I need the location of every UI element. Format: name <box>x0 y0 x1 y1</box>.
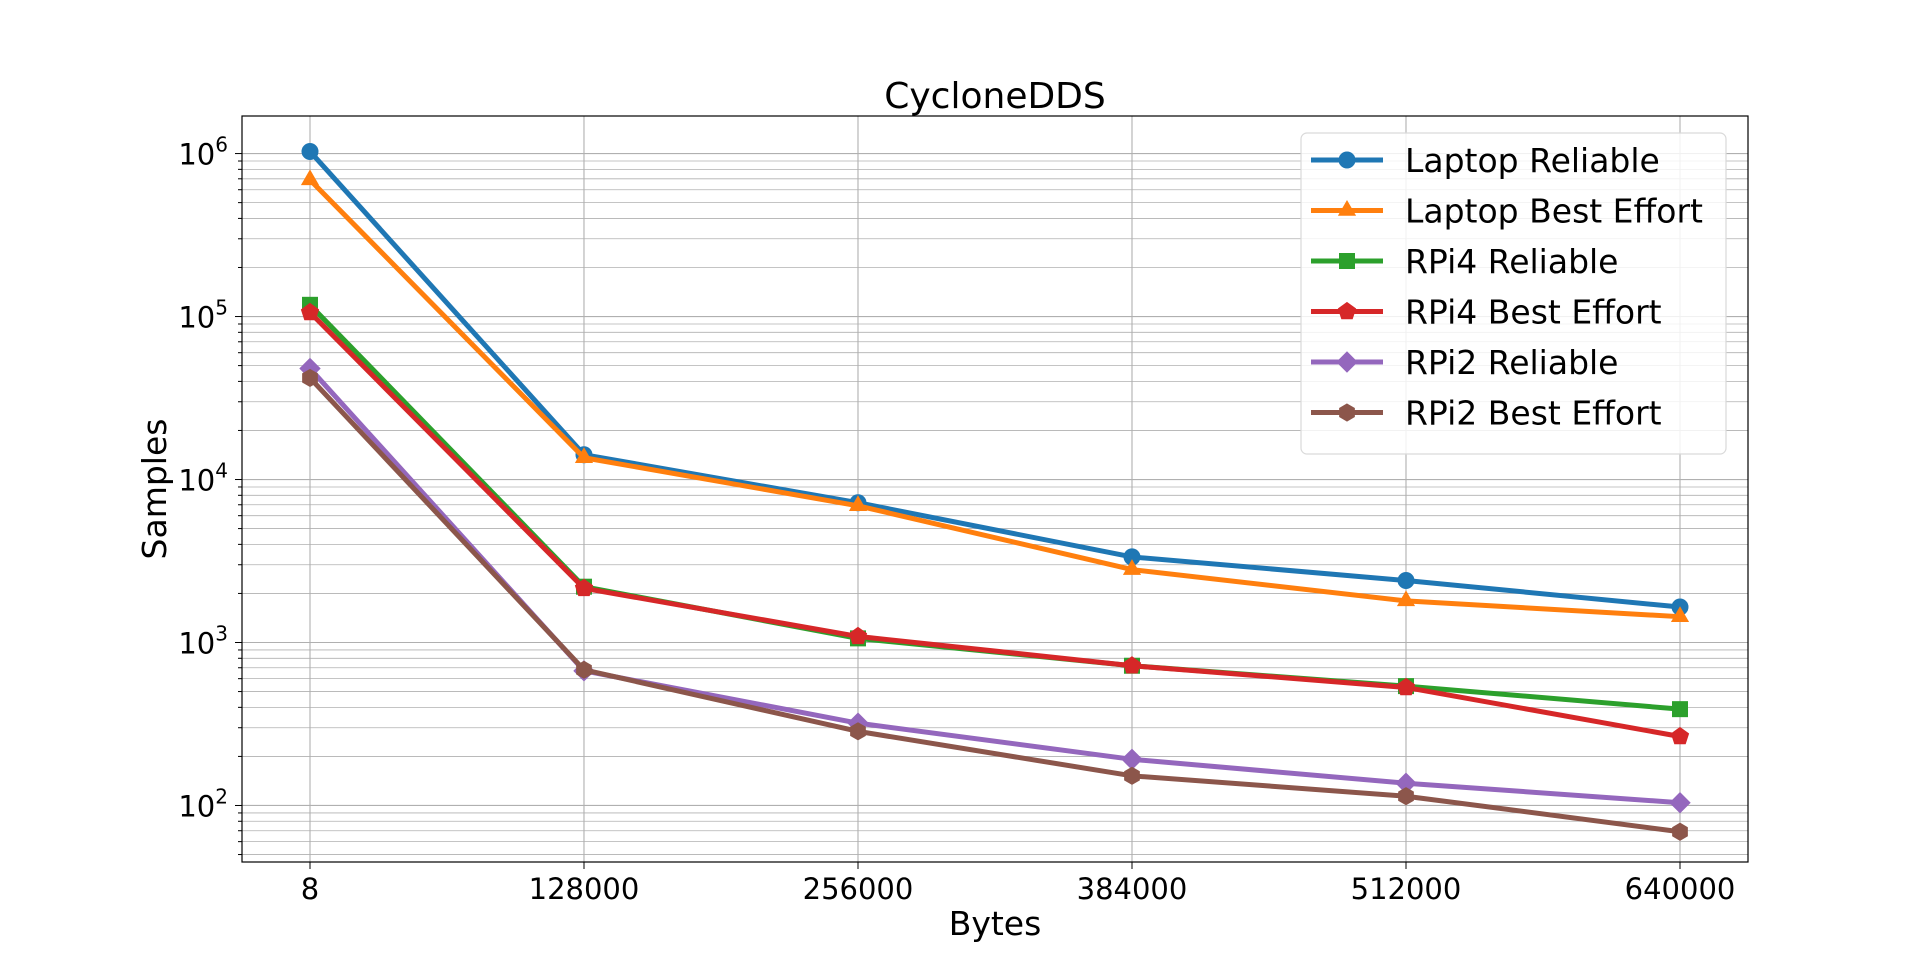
plot-frame <box>241 115 1749 863</box>
data-point <box>848 626 868 645</box>
legend-label: Laptop Best Effort <box>1405 192 1703 231</box>
legend-label: RPi2 Best Effort <box>1405 394 1662 433</box>
y-tick-label: 103 <box>178 622 228 661</box>
legend-marker <box>1339 403 1355 422</box>
data-point <box>1122 656 1142 674</box>
data-point <box>1122 559 1142 575</box>
legend: Laptop Reliable Laptop Best Effort RPi4 Re… <box>1300 132 1727 455</box>
legend-label: RPi2 Reliable <box>1405 343 1619 382</box>
legend-entry: RPi2 Reliable <box>1311 343 1619 382</box>
data-point <box>1396 677 1416 696</box>
legend-entry: RPi4 Best Effort <box>1311 293 1662 332</box>
y-tick-label: 104 <box>178 459 228 498</box>
y-tick-label: 106 <box>178 133 228 172</box>
data-point <box>1670 606 1690 622</box>
y-axis-title: Samples <box>135 419 174 560</box>
data-point <box>1669 791 1691 814</box>
x-tick-label: 640000 <box>1625 872 1736 906</box>
data-point <box>848 495 868 512</box>
legend-label: RPi4 Best Effort <box>1405 293 1662 332</box>
legend-entry: Laptop Best Effort <box>1311 192 1703 231</box>
data-point <box>1397 572 1415 590</box>
legend-marker <box>1337 200 1357 216</box>
legend-marker <box>1338 151 1356 169</box>
x-tick-label: 512000 <box>1351 872 1462 906</box>
x-tick-label: 256000 <box>803 872 914 906</box>
x-tick-label: 128000 <box>529 872 640 906</box>
legend-label: Laptop Reliable <box>1405 141 1660 180</box>
legend-label: RPi4 Reliable <box>1405 242 1619 281</box>
y-tick-label: 102 <box>178 784 228 823</box>
data-point <box>850 722 866 741</box>
data-point <box>300 169 320 186</box>
legend-entry: RPi4 Reliable <box>1311 242 1619 281</box>
series-layer <box>299 142 1691 841</box>
x-axis-title: Bytes <box>949 904 1042 943</box>
data-point <box>302 368 318 388</box>
chart-title: CycloneDDS <box>884 76 1106 117</box>
data-point <box>574 578 594 597</box>
data-point <box>574 447 594 464</box>
data-point <box>301 142 319 160</box>
series-laptop-best-effort <box>300 169 1690 622</box>
data-point <box>1672 822 1688 841</box>
legend-marker <box>1336 351 1358 373</box>
series-line <box>307 309 1683 739</box>
legend-marker <box>1339 253 1355 269</box>
y-tick-label: 105 <box>178 296 228 335</box>
series-line <box>307 148 1683 610</box>
data-point <box>1672 701 1688 718</box>
legend-box <box>1300 132 1727 455</box>
series-rpi4-best-effort <box>300 302 1690 745</box>
legend-entry: RPi2 Best Effort <box>1311 394 1662 433</box>
legend-entry: Laptop Reliable <box>1311 141 1660 180</box>
legend-marker <box>1337 301 1357 320</box>
data-point <box>1124 766 1140 785</box>
data-point <box>1398 787 1414 806</box>
series-rpi2-best-effort <box>302 368 1688 841</box>
series-line <box>307 177 1683 620</box>
axis-ticks: 8 128000 256000 384000 512000 640000 102 103 104… <box>178 133 1735 906</box>
data-point <box>1121 748 1143 771</box>
data-point <box>576 660 592 679</box>
data-point <box>1670 726 1690 745</box>
x-tick-label: 384000 <box>1077 872 1188 906</box>
data-point <box>1396 590 1416 607</box>
x-tick-label: 8 <box>301 872 319 906</box>
series-line <box>307 375 1683 835</box>
data-point <box>300 302 320 321</box>
